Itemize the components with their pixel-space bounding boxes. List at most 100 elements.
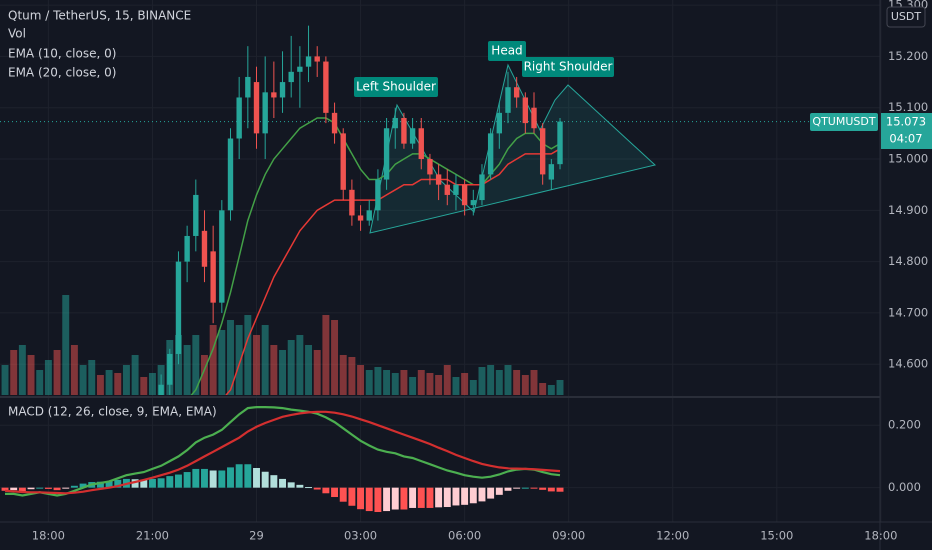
- macd-histogram-bar: [409, 487, 417, 508]
- macd-histogram-bar: [461, 487, 469, 505]
- macd-histogram-bar: [478, 487, 486, 502]
- candle-body: [479, 174, 485, 201]
- candle-body: [401, 117, 407, 144]
- candle-body: [357, 215, 364, 221]
- macd-histogram-bar: [279, 478, 286, 488]
- macd-histogram-bar: [495, 487, 503, 495]
- x-tick-label: 12:00: [656, 529, 689, 543]
- symbol-title: Qtum / TetherUS, 15, BINANCE: [8, 9, 191, 23]
- macd-histogram-bar: [539, 487, 547, 490]
- volume-bar: [383, 370, 391, 395]
- volume-bar: [331, 320, 339, 395]
- ema-line: [190, 117, 561, 395]
- volume-bar: [227, 320, 234, 395]
- candle-body: [175, 261, 182, 354]
- volume-bar: [96, 375, 104, 395]
- macd-histogram-bar: [331, 487, 339, 498]
- macd-histogram-bar: [487, 487, 495, 499]
- candle-body: [201, 230, 208, 267]
- candle-body: [219, 210, 225, 303]
- macd-histogram-bar: [383, 487, 391, 512]
- volume-bar: [44, 360, 52, 395]
- volume-bar: [469, 380, 477, 395]
- candle-body: [288, 71, 294, 83]
- macd-histogram-bar: [227, 467, 234, 488]
- y-tick-label: 14.900: [888, 203, 928, 217]
- volume-bar: [296, 335, 304, 395]
- macd-histogram-bar: [426, 487, 434, 508]
- candle-body: [496, 112, 503, 134]
- volume-bar: [461, 373, 469, 395]
- y-tick-label: 15.000: [888, 152, 928, 166]
- volume-bar: [192, 335, 200, 395]
- volume-bar: [201, 355, 208, 395]
- volume-bar: [391, 373, 399, 395]
- macd-histogram-bar: [504, 487, 512, 491]
- volume-bar: [495, 370, 503, 395]
- price-pane: [0, 25, 880, 395]
- annotation-box: [488, 41, 526, 61]
- symbol-tag: QTUMUSDT: [812, 115, 875, 128]
- volume-bar: [235, 325, 243, 395]
- volume-bar: [183, 345, 191, 395]
- macd-histogram-bar: [435, 487, 443, 508]
- y-tick-label: 14.600: [888, 357, 928, 371]
- macd-histogram-bar: [218, 470, 226, 488]
- candle-body: [409, 128, 416, 144]
- volume-bar: [322, 315, 330, 395]
- volume-bar: [105, 370, 113, 395]
- volume-legend: Vol: [8, 27, 26, 41]
- candle-body: [340, 133, 346, 190]
- macd-histogram-bar: [235, 464, 243, 488]
- candle-body: [331, 112, 338, 134]
- macd-histogram-bar: [209, 470, 217, 488]
- macd-histogram-bar: [469, 487, 477, 504]
- macd-histogram-bar: [313, 487, 321, 490]
- axes: 15.300 15.200 15.100 15.000 14.900 14.800 14.7…: [32, 0, 928, 543]
- macd-histogram-bar: [192, 468, 200, 488]
- volume-bar: [218, 330, 226, 395]
- candle-body: [461, 184, 468, 206]
- macd-histogram-bar: [521, 487, 529, 489]
- volume-bar: [1, 365, 9, 395]
- ema-line: [225, 148, 561, 395]
- y-tick-label: 14.700: [888, 305, 928, 319]
- volume-bar: [27, 355, 35, 395]
- candle-body: [167, 353, 173, 385]
- candle-body: [323, 61, 329, 113]
- macd-histogram-bar: [244, 464, 252, 488]
- macd-histogram-bar: [391, 487, 399, 510]
- macd-histogram-bar: [79, 483, 87, 488]
- candle-body: [279, 82, 286, 98]
- candle-body: [505, 87, 511, 113]
- macd-histogram-bar: [513, 487, 521, 489]
- candle-body: [375, 179, 381, 211]
- volume-bar: [53, 350, 61, 395]
- macd-histogram-bar: [131, 479, 139, 488]
- x-tick-label: 18:00: [864, 529, 897, 543]
- volume-bar: [122, 365, 130, 395]
- candle-body: [227, 138, 234, 211]
- macd-histogram-bar: [105, 481, 113, 488]
- macd-histogram-bar: [36, 487, 44, 489]
- volume-bar: [62, 295, 70, 395]
- macd-histogram-bar: [96, 481, 104, 488]
- volume-bar: [279, 350, 286, 395]
- macd-histogram-bar: [296, 484, 304, 488]
- volume-bar: [435, 375, 443, 395]
- candle-body: [262, 92, 268, 134]
- candle-body: [418, 128, 424, 160]
- candle-body: [444, 184, 450, 195]
- volume-bar: [244, 315, 252, 395]
- x-tick-label: 18:00: [32, 529, 65, 543]
- volume-bar: [148, 373, 156, 395]
- candle-body: [513, 87, 520, 98]
- macd-histogram-bar: [261, 471, 269, 488]
- volume-bar: [140, 377, 148, 395]
- macd-histogram-bar: [53, 487, 61, 491]
- macd-histogram-bar: [166, 476, 174, 488]
- volume-bar: [253, 335, 260, 395]
- candle-body: [548, 164, 555, 180]
- macd-line: [5, 406, 561, 497]
